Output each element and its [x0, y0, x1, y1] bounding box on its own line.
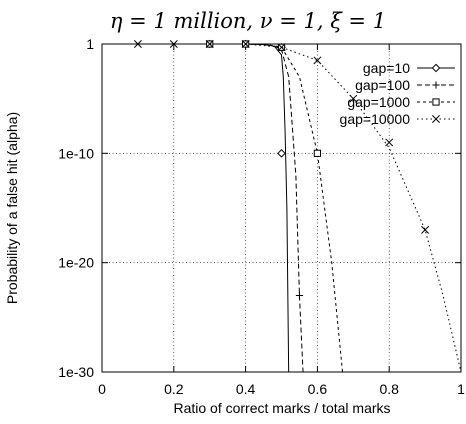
y-axis-label: Probability of a false hit (alpha)	[4, 112, 20, 304]
series-gap=10000	[133, 40, 461, 372]
legend-item: gap=100	[355, 77, 455, 93]
series-line	[209, 43, 344, 372]
y-tick-label: 1e-20	[58, 255, 94, 271]
data-point	[205, 40, 214, 48]
legend-marker	[431, 63, 441, 73]
x-marker-bar	[385, 138, 394, 147]
series-gap=10	[205, 39, 290, 372]
x-marker-bar	[349, 94, 358, 103]
x-marker-bar	[277, 43, 286, 52]
x-marker-bar	[432, 115, 440, 123]
legend-label: gap=10000	[340, 111, 411, 127]
y-tick-label: 1e-10	[58, 145, 94, 161]
series-line	[137, 43, 461, 372]
data-point	[295, 291, 304, 300]
square-marker-shape	[313, 149, 321, 157]
data-point	[133, 40, 142, 48]
x-tick-label: 0	[98, 381, 106, 397]
y-tick-label: 1	[86, 36, 94, 52]
x-marker-bar	[133, 40, 142, 48]
data-point	[313, 56, 322, 65]
x-marker-bar	[421, 225, 430, 234]
series-line	[209, 43, 290, 372]
legend-marker	[432, 98, 440, 106]
series-gap=1000	[206, 40, 344, 372]
x-tick-label: 0.6	[308, 381, 328, 397]
data-point	[277, 43, 286, 52]
legend-marker	[432, 115, 440, 123]
data-point	[277, 149, 286, 158]
series-line	[209, 43, 304, 372]
data-point	[385, 138, 394, 147]
x-tick-label: 0.2	[164, 381, 184, 397]
ticks: 0 0.2 0.4 0.6 0.8 1 1 1e-10 1e-20 1e-30	[58, 36, 465, 397]
x-marker-bar	[169, 40, 178, 48]
legend-label: gap=10	[363, 60, 410, 76]
legend-marker	[432, 81, 440, 89]
diamond-marker-shape	[277, 149, 286, 158]
x-marker-bar	[205, 40, 214, 48]
legend-label: gap=1000	[347, 94, 410, 110]
data-point	[421, 225, 430, 234]
chart-title: η = 1 million, ν = 1, ξ = 1	[110, 9, 386, 33]
data-point	[313, 149, 321, 157]
diamond-marker-shape	[431, 63, 441, 73]
x-tick-label: 0.8	[379, 381, 399, 397]
y-tick-label: 1e-30	[58, 364, 94, 380]
legend-label: gap=100	[355, 77, 410, 93]
data-point	[349, 94, 358, 103]
x-marker-bar	[313, 56, 322, 65]
x-marker-bar	[241, 40, 250, 48]
data-point	[169, 40, 178, 48]
x-tick-label: 0.4	[236, 381, 256, 397]
x-tick-label: 1	[457, 381, 465, 397]
square-marker-shape	[432, 98, 440, 106]
data-point	[241, 40, 250, 48]
legend-item: gap=1000	[347, 94, 455, 110]
legend-item: gap=10000	[340, 111, 455, 127]
x-axis-label: Ratio of correct marks / total marks	[173, 400, 390, 416]
legend-item: gap=10	[363, 60, 455, 76]
series-group	[133, 39, 461, 372]
